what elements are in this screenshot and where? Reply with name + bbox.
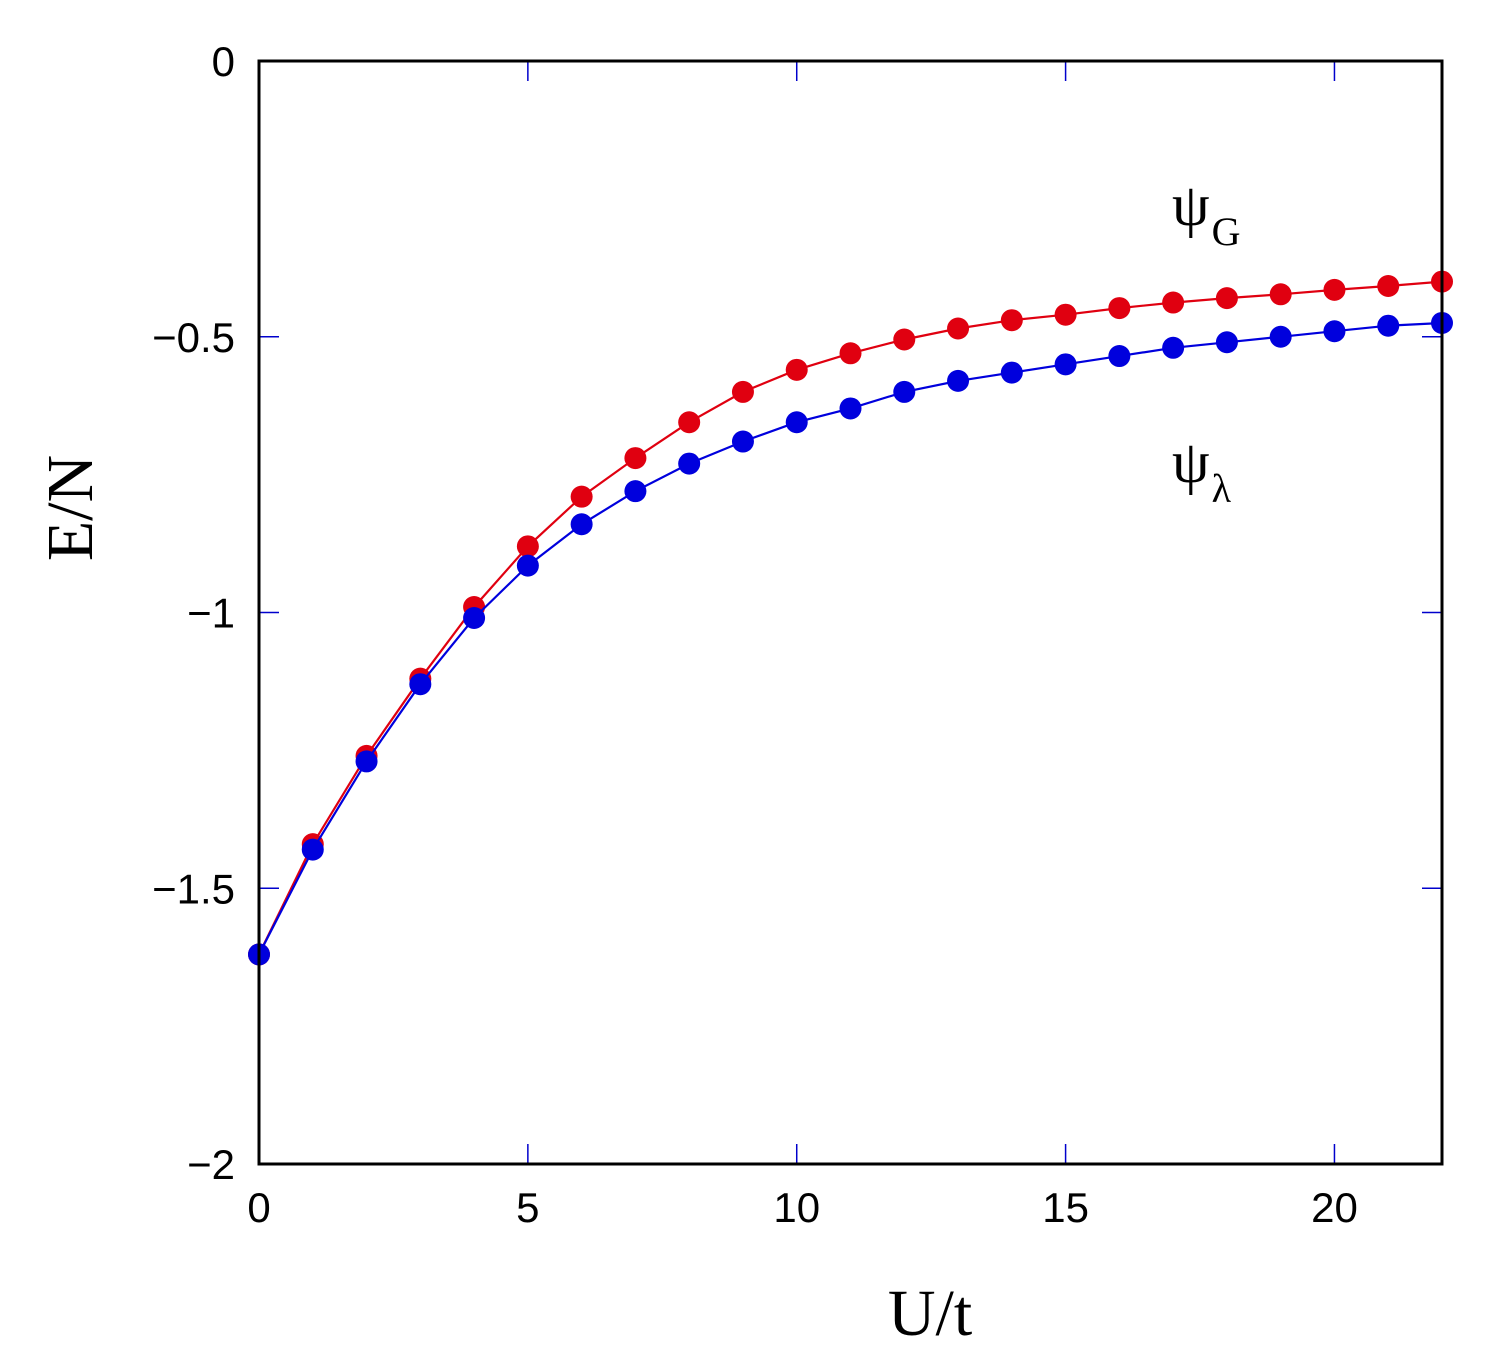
series-point-psi-g [1162, 291, 1185, 314]
series-label-psi-lambda-subscript: λ [1212, 466, 1232, 511]
tick-labels: 0 5 10 15 20 −2 −1.5 −1 −0.5 0 [152, 38, 1358, 1231]
series-line-psi-g [258, 280, 1443, 955]
x-tick-label: 0 [247, 1184, 270, 1231]
series-point-psi-lambda [570, 513, 593, 536]
plot-frame [257, 59, 1444, 1166]
series-point-psi-lambda [678, 452, 701, 475]
series-point-psi-g [1215, 287, 1238, 310]
series-point-psi-lambda [1323, 320, 1346, 343]
series-point-psi-g [570, 485, 593, 508]
series-layer [248, 270, 1453, 966]
y-axis-title: E/N [34, 455, 107, 561]
series-point-psi-lambda [1215, 331, 1238, 354]
series-label-psi-g: ψG [1172, 172, 1240, 254]
series-point-psi-g [839, 342, 862, 365]
series-label-psi-g-symbol: ψ [1172, 172, 1210, 238]
x-axis-title: U/t [888, 1277, 972, 1350]
series-point-psi-g [1377, 275, 1400, 298]
series-point-psi-g [1000, 309, 1023, 332]
y-tick-label: −1.5 [152, 865, 235, 912]
series-point-psi-g [1323, 278, 1346, 301]
series-point-psi-g [1108, 297, 1131, 320]
y-tick-label: 0 [212, 38, 235, 85]
series-point-psi-lambda [1162, 336, 1185, 359]
series-point-psi-lambda [893, 380, 916, 403]
series-point-psi-g [624, 447, 647, 470]
y-tick-label: −2 [187, 1141, 235, 1188]
x-tick-label: 5 [516, 1184, 539, 1231]
series-point-psi-lambda [409, 673, 432, 696]
series-point-psi-g [1269, 283, 1292, 306]
series-label-psi-lambda-symbol: ψ [1172, 429, 1210, 495]
series-point-psi-lambda [1054, 353, 1077, 376]
series-point-psi-lambda [947, 369, 970, 392]
x-tick-label: 15 [1042, 1184, 1089, 1231]
series-point-psi-lambda [1269, 325, 1292, 348]
series-point-psi-g [516, 535, 539, 558]
series-point-psi-g [1054, 303, 1077, 326]
series-point-psi-lambda [1000, 361, 1023, 384]
series-point-psi-lambda [731, 430, 754, 453]
ticks [258, 60, 1442, 1165]
series-point-psi-g [947, 317, 970, 340]
series-point-psi-lambda [785, 411, 808, 434]
series-point-psi-lambda [355, 750, 378, 773]
series-point-psi-g [678, 411, 701, 434]
y-tick-label: −0.5 [152, 314, 235, 361]
series-point-psi-lambda [516, 554, 539, 577]
series-point-psi-lambda [1108, 345, 1131, 368]
series-point-psi-g [731, 380, 754, 403]
series-label-psi-g-subscript: G [1212, 209, 1241, 254]
series-label-psi-lambda: ψλ [1172, 429, 1232, 511]
series-point-psi-lambda [301, 838, 324, 861]
x-tick-label: 20 [1311, 1184, 1358, 1231]
x-tick-label: 10 [773, 1184, 820, 1231]
series-point-psi-g [893, 328, 916, 351]
series-point-psi-g [785, 358, 808, 381]
series-point-psi-lambda [1377, 314, 1400, 337]
y-tick-label: −1 [187, 590, 235, 637]
series-point-psi-lambda [624, 480, 647, 503]
series-point-psi-lambda [463, 607, 486, 630]
series-point-psi-lambda [839, 397, 862, 420]
